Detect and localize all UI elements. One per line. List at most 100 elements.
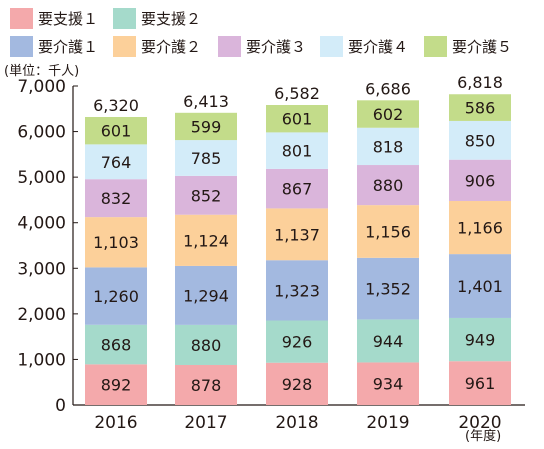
data-label: 867: [282, 180, 313, 199]
y-tick-label: 1,000: [17, 350, 66, 370]
legend-swatch: [113, 8, 136, 29]
x-tick-label: 2020: [458, 413, 501, 433]
bar-segment-2019-4: [357, 205, 419, 258]
x-tick-label: 2019: [366, 413, 409, 433]
bar-segment-2019-1: [357, 362, 419, 405]
data-label: 1,156: [365, 222, 411, 241]
bar-segment-2019-3: [357, 257, 419, 320]
x-tick-label: 2018: [275, 413, 318, 433]
bar-segment-2018-7: [266, 105, 328, 133]
data-label: 878: [191, 376, 222, 395]
bar-segment-2018-4: [266, 208, 328, 261]
bar-segment-2020-2: [449, 317, 511, 362]
legend-item-1: 要支援１: [10, 8, 98, 29]
data-label: 764: [101, 153, 132, 172]
bar-segment-2018-3: [266, 260, 328, 321]
x-tick-label: 2016: [94, 413, 137, 433]
legend-label: 要介護２: [141, 38, 202, 56]
data-label: 880: [191, 336, 222, 355]
legend-swatch: [320, 36, 343, 57]
y-axis-unit-label: (単位：千人): [4, 64, 80, 79]
bar-segment-2017-1: [175, 364, 237, 405]
legend-label: 要介護５: [452, 38, 513, 56]
legend-label: 要支援２: [141, 10, 202, 28]
bar-segment-2017-6: [175, 140, 237, 176]
total-label: 6,818: [457, 73, 503, 92]
total-label: 6,686: [365, 79, 411, 98]
bar-segment-2016-4: [85, 217, 147, 268]
data-label: 928: [282, 375, 313, 394]
data-label: 601: [282, 110, 313, 129]
data-label: 880: [373, 176, 404, 195]
data-label: 852: [191, 186, 222, 205]
legend-item-6: 要介護４: [320, 36, 408, 57]
data-label: 906: [465, 171, 496, 190]
data-label: 602: [373, 105, 404, 124]
legend-item-5: 要介護３: [218, 36, 306, 57]
legend-item-4: 要介護２: [113, 36, 201, 57]
data-label: 850: [465, 131, 496, 150]
bar-segment-2018-5: [266, 168, 328, 209]
bar-segment-2017-2: [175, 324, 237, 365]
data-label: 601: [101, 122, 132, 141]
legend-swatch: [10, 8, 33, 29]
legend-swatch: [424, 36, 447, 57]
y-tick-label: 7,000: [17, 77, 66, 97]
bar-segment-2019-2: [357, 319, 419, 363]
bar-segment-2018-1: [266, 362, 328, 405]
y-tick-label: 4,000: [17, 214, 66, 234]
data-label: 1,260: [93, 287, 139, 306]
x-axis-unit-label: (年度): [465, 429, 502, 444]
data-label: 832: [101, 189, 132, 208]
bar-segment-2020-3: [449, 254, 511, 318]
legend-label: 要介護１: [38, 38, 99, 56]
data-label: 961: [465, 374, 496, 393]
data-label: 1,166: [457, 219, 503, 238]
legend-label: 要介護４: [348, 38, 409, 56]
data-label: 801: [282, 142, 313, 161]
bar-segment-2018-6: [266, 132, 328, 169]
data-label: 892: [101, 376, 132, 395]
bar-segment-2019-6: [357, 127, 419, 166]
data-label: 785: [191, 149, 222, 168]
data-label: 1,294: [183, 286, 229, 305]
bar-segment-2020-4: [449, 200, 511, 255]
total-label: 6,413: [183, 92, 229, 111]
legend-swatch: [218, 36, 241, 57]
y-tick-label: 0: [55, 396, 66, 416]
data-label: 934: [373, 375, 404, 394]
data-label: 586: [465, 99, 496, 118]
data-label: 944: [373, 332, 404, 351]
legend-swatch: [113, 36, 136, 57]
y-tick-label: 5,000: [17, 168, 66, 188]
bar-segment-2016-7: [85, 116, 147, 145]
y-tick-label: 2,000: [17, 305, 66, 325]
data-label: 818: [373, 137, 404, 156]
data-label: 868: [101, 336, 132, 355]
legend-label: 要支援１: [38, 10, 99, 28]
legend-item-7: 要介護５: [424, 36, 512, 57]
legend-swatch: [10, 36, 33, 57]
data-label: 1,137: [274, 225, 320, 244]
legend-label: 要介護３: [246, 38, 307, 56]
legend-item-3: 要介護１: [10, 36, 98, 57]
bar-segment-2020-5: [449, 159, 511, 201]
bar-segment-2019-5: [357, 165, 419, 206]
bar-segment-2017-3: [175, 265, 237, 325]
x-tick-label: 2017: [184, 413, 227, 433]
data-label: 1,401: [457, 277, 503, 296]
bar-segment-2017-7: [175, 112, 237, 141]
bar-segment-2016-5: [85, 179, 147, 218]
legend-item-2: 要支援２: [113, 8, 201, 29]
y-tick-label: 6,000: [17, 123, 66, 143]
data-label: 949: [465, 331, 496, 350]
total-label: 6,582: [274, 84, 320, 103]
bar-segment-2019-7: [357, 100, 419, 128]
data-label: 1,323: [274, 281, 320, 300]
data-label: 1,124: [183, 231, 229, 250]
bar-segment-2016-6: [85, 144, 147, 180]
bar-segment-2017-4: [175, 214, 237, 266]
bar-segment-2020-6: [449, 120, 511, 160]
